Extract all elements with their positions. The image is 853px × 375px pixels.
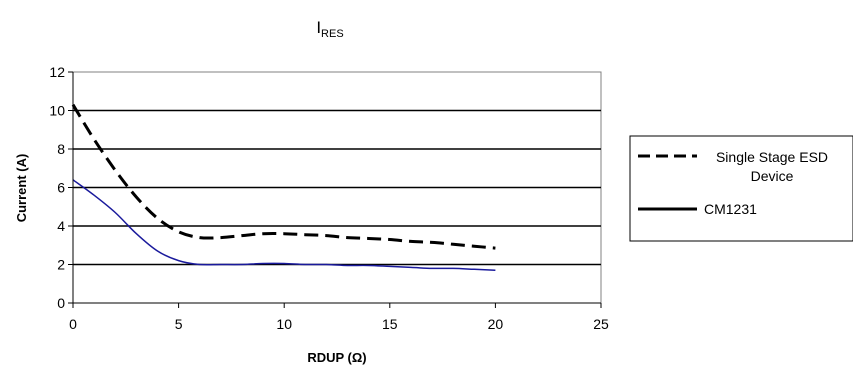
legend-label-single-stage-line2: Device bbox=[751, 168, 794, 184]
y-tick-label-0: 0 bbox=[57, 295, 65, 311]
x-axis-label: RDUP (Ω) bbox=[307, 350, 366, 365]
legend-label-single-stage-line1: Single Stage ESD bbox=[716, 149, 828, 165]
series-line-cm1231 bbox=[72, 179, 496, 272]
legend-box bbox=[629, 135, 853, 242]
x-tick-label-15: 15 bbox=[382, 316, 398, 332]
legend-label-cm1231: CM1231 bbox=[704, 201, 757, 217]
x-tick-label-5: 5 bbox=[175, 316, 183, 332]
chart-title-main: I bbox=[316, 18, 321, 37]
y-tick-label-8: 8 bbox=[57, 141, 65, 157]
y-axis-ticks: 0 2 4 6 8 10 12 bbox=[49, 64, 73, 311]
x-tick-label-0: 0 bbox=[69, 316, 77, 332]
y-tick-label-6: 6 bbox=[57, 180, 65, 196]
chart-title: IRES bbox=[316, 18, 343, 40]
y-tick-label-10: 10 bbox=[49, 103, 65, 119]
y-axis-label: Current (A) bbox=[14, 154, 29, 223]
x-tick-label-20: 20 bbox=[488, 316, 504, 332]
x-tick-label-10: 10 bbox=[276, 316, 292, 332]
series-group bbox=[71, 103, 496, 272]
y-tick-label-2: 2 bbox=[57, 257, 65, 273]
x-tick-label-25: 25 bbox=[593, 316, 609, 332]
x-axis-ticks: 0 5 10 15 20 25 bbox=[69, 303, 609, 332]
chart-title-subscript: RES bbox=[321, 28, 344, 40]
y-tick-label-12: 12 bbox=[49, 64, 65, 80]
series-line-single-stage-esd-device bbox=[71, 103, 496, 250]
y-tick-label-4: 4 bbox=[57, 218, 65, 234]
legend: Single Stage ESD Device CM1231 bbox=[629, 135, 853, 242]
